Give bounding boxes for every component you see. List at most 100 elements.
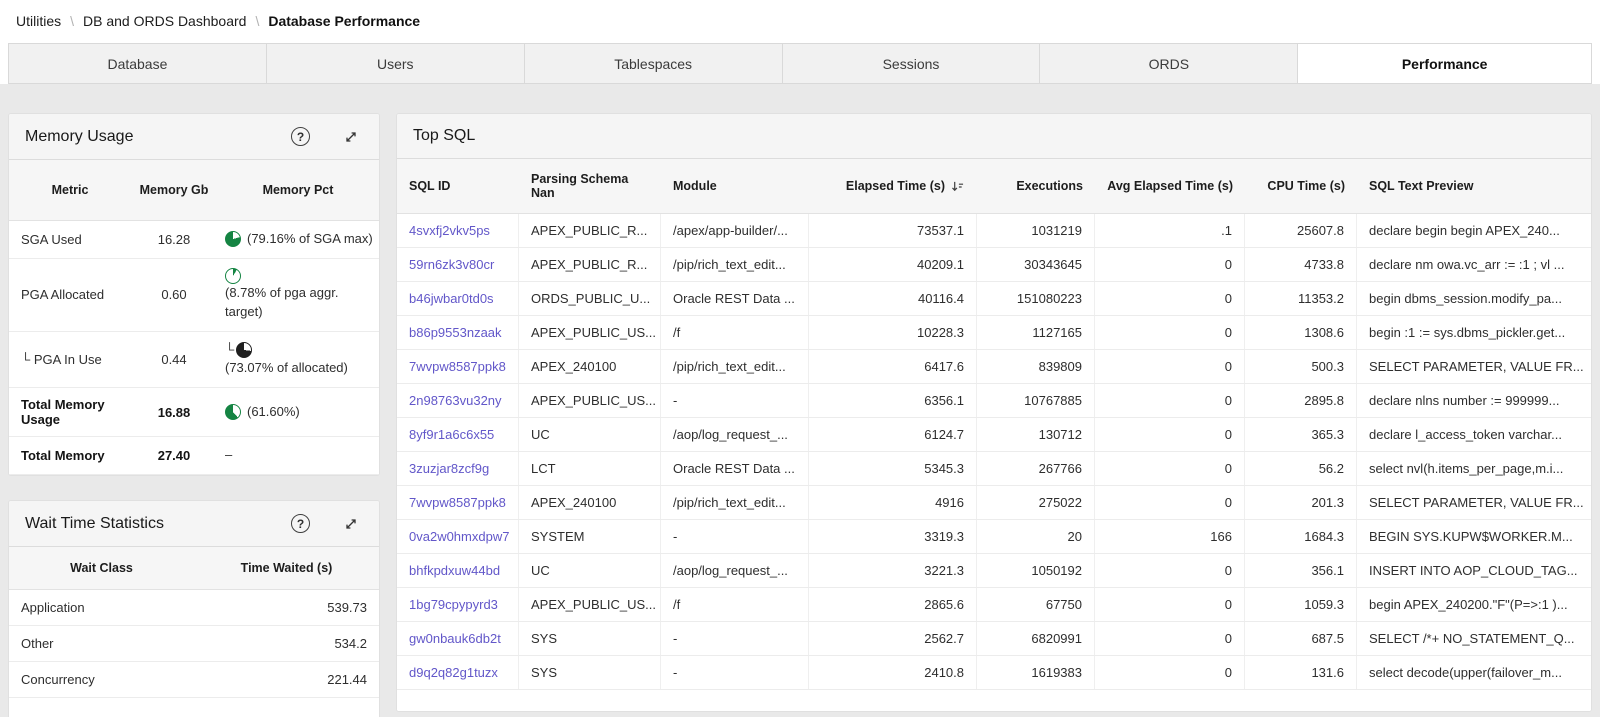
sql-id-link[interactable]: bhfkpdxuw44bd	[397, 554, 519, 587]
executions-cell: 267766	[977, 452, 1095, 485]
elapsed-time-cell: 10228.3	[809, 316, 977, 349]
memory-gb-cell: 0.60	[161, 287, 187, 303]
tab-performance[interactable]: Performance	[1297, 43, 1592, 84]
elapsed-time-cell: 6356.1	[809, 384, 977, 417]
sql-id-link[interactable]: d9q2q82g1tuzx	[397, 656, 519, 689]
cpu-time-cell: 1684.3	[1245, 520, 1357, 553]
sql-id-link[interactable]: gw0nbauk6db2t	[397, 622, 519, 655]
tab-database[interactable]: Database	[8, 43, 267, 84]
sql-id-link[interactable]: 4svxfj2vkv5ps	[397, 214, 519, 247]
table-row: SGA Used 16.28 (79.16% of SGA max)	[9, 221, 379, 259]
sql-id-link[interactable]: 3zuzjar8zcf9g	[397, 452, 519, 485]
column-header-sql-text-preview[interactable]: SQL Text Preview	[1369, 179, 1474, 193]
memory-usage-panel: Memory Usage ? Metric Memory Gb Memory P…	[8, 113, 380, 477]
module-cell: /pip/rich_text_edit...	[661, 350, 809, 383]
elapsed-time-cell: 3221.3	[809, 554, 977, 587]
metric-cell: PGA Allocated	[21, 287, 105, 303]
wait-time-panel: Wait Time Statistics ? Wait Class Time W…	[8, 500, 380, 717]
tree-branch-glyph: └	[225, 341, 235, 357]
table-row: bhfkpdxuw44bd UC/aop/log_request_... 3221.…	[397, 554, 1591, 588]
main-content: Memory Usage ? Metric Memory Gb Memory P…	[0, 84, 1600, 717]
wait-class-cell: Concurrency	[21, 672, 95, 688]
sql-text-preview-cell: begin dbms_session.modify_pa...	[1369, 291, 1562, 306]
memory-pct-cell: (79.16% of SGA max)	[217, 221, 379, 258]
sql-id-link[interactable]: 59rn6zk3v80cr	[397, 248, 519, 281]
sql-text-preview-cell: SELECT PARAMETER, VALUE FR...	[1369, 495, 1584, 510]
sql-text-preview-cell: SELECT /*+ NO_STATEMENT_Q...	[1369, 631, 1575, 646]
parsing-schema-cell: APEX_PUBLIC_US...	[519, 384, 661, 417]
column-header-cpu-time[interactable]: CPU Time (s)	[1267, 179, 1345, 193]
expand-icon[interactable]	[343, 516, 359, 532]
column-header-parsing-schema[interactable]: Parsing Schema Nan	[531, 172, 629, 200]
metric-cell: SGA Used	[21, 231, 82, 247]
breadcrumb-db-ords-dashboard[interactable]: DB and ORDS Dashboard	[83, 13, 247, 29]
avg-elapsed-time-cell: 166	[1095, 520, 1245, 553]
avg-elapsed-time-cell: 0	[1095, 554, 1245, 587]
parsing-schema-cell: APEX_240100	[519, 486, 661, 519]
sql-id-link[interactable]: 1bg79cpypyrd3	[397, 588, 519, 621]
executions-cell: 130712	[977, 418, 1095, 451]
cpu-time-cell: 11353.2	[1245, 282, 1357, 315]
column-header-time-waited[interactable]: Time Waited (s)	[240, 561, 333, 576]
module-cell: /pip/rich_text_edit...	[661, 486, 809, 519]
pie-chart-icon	[225, 267, 241, 284]
sql-id-link[interactable]: b46jwbar0td0s	[397, 282, 519, 315]
executions-cell: 1127165	[977, 316, 1095, 349]
memory-pct-cell: (8.78% of pga aggr. target)	[217, 259, 379, 331]
help-icon[interactable]: ?	[291, 127, 310, 146]
sql-text-preview-cell: begin :1 := sys.dbms_pickler.get...	[1369, 325, 1566, 340]
tab-sessions[interactable]: Sessions	[781, 43, 1041, 84]
top-sql-header: Top SQL	[397, 114, 1591, 159]
tab-ords[interactable]: ORDS	[1039, 43, 1299, 84]
sql-id-link[interactable]: b86p9553nzaak	[397, 316, 519, 349]
memory-pct-cell: (61.60%)	[217, 388, 379, 436]
column-header-metric[interactable]: Metric	[51, 183, 89, 197]
breadcrumb-utilities[interactable]: Utilities	[16, 13, 62, 29]
memory-gb-cell: 0.44	[161, 351, 187, 367]
elapsed-time-cell: 40209.1	[809, 248, 977, 281]
tab-users[interactable]: Users	[265, 43, 525, 84]
wait-time-rows: Application 539.73 Other 534.2 Concurrency 22…	[9, 590, 379, 699]
column-header-memory-gb[interactable]: Memory Gb	[139, 183, 209, 197]
column-header-module[interactable]: Module	[673, 179, 717, 193]
parsing-schema-cell: APEX_PUBLIC_R...	[519, 214, 661, 247]
sql-id-link[interactable]: 2n98763vu32ny	[397, 384, 519, 417]
column-header-wait-class[interactable]: Wait Class	[70, 561, 133, 576]
wait-time-header: Wait Time Statistics ?	[9, 501, 379, 548]
sql-text-preview-cell: declare nm owa.vc_arr := :1 ; vl ...	[1369, 257, 1565, 272]
module-cell: Oracle REST Data ...	[661, 282, 809, 315]
table-row: b86p9553nzaak APEX_PUBLIC_US.../f 10228.3 1…	[397, 316, 1591, 350]
breadcrumb-database-performance: Database Performance	[268, 13, 421, 29]
column-header-elapsed-time[interactable]: Elapsed Time (s)	[809, 159, 977, 213]
tab-bar: Database Users Tablespaces Sessions ORDS…	[8, 43, 1592, 84]
sql-id-link[interactable]: 7wvpw8587ppk8	[397, 350, 519, 383]
pie-chart-icon	[236, 341, 253, 358]
table-row: 3zuzjar8zcf9g LCT Oracle REST Data ... 5345…	[397, 452, 1591, 486]
sql-id-link[interactable]: 8yf9r1a6c6x55	[397, 418, 519, 451]
avg-elapsed-time-cell: 0	[1095, 622, 1245, 655]
pie-chart-icon	[225, 404, 241, 421]
column-header-sql-id[interactable]: SQL ID	[409, 179, 451, 193]
column-header-executions[interactable]: Executions	[1016, 179, 1083, 193]
column-header-avg-elapsed-time[interactable]: Avg Elapsed Time (s)	[1107, 179, 1233, 193]
tab-tablespaces[interactable]: Tablespaces	[523, 43, 783, 84]
cpu-time-cell: 500.3	[1245, 350, 1357, 383]
expand-icon[interactable]	[343, 129, 359, 145]
memory-gb-cell: 27.40	[157, 448, 191, 464]
table-row: PGA Allocated 0.60 (8.78% of pga aggr. tar…	[9, 258, 379, 332]
parsing-schema-cell: SYS	[519, 656, 661, 689]
memory-pct-cell: └ (73.07% of allocated)	[217, 332, 379, 388]
module-cell: -	[661, 656, 809, 689]
parsing-schema-cell: APEX_240100	[519, 350, 661, 383]
avg-elapsed-time-cell: .1	[1095, 214, 1245, 247]
help-icon[interactable]: ?	[291, 514, 310, 534]
sql-id-link[interactable]: 7wvpw8587ppk8	[397, 486, 519, 519]
sort-descending-icon	[950, 180, 965, 193]
executions-cell: 151080223	[977, 282, 1095, 315]
table-row: gw0nbauk6db2t SYS -2562.7 6820991 0 687.5 SELE…	[397, 622, 1591, 656]
table-row-partial	[397, 690, 1591, 711]
pie-chart-icon	[225, 231, 241, 248]
page-header: Utilities \ DB and ORDS Dashboard \ Data…	[0, 0, 1600, 84]
column-header-memory-pct[interactable]: Memory Pct	[262, 183, 334, 197]
sql-id-link[interactable]: 0va2w0hmxdpw7	[397, 520, 519, 553]
